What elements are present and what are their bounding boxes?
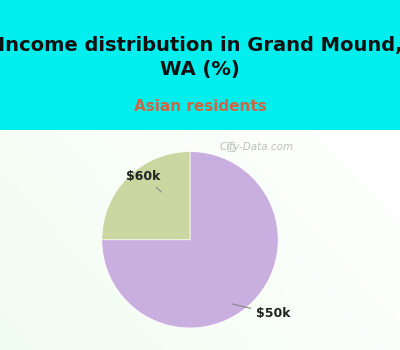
Text: $60k: $60k xyxy=(126,170,162,192)
Text: City-Data.com: City-Data.com xyxy=(219,142,293,152)
Text: Asian residents: Asian residents xyxy=(134,99,266,114)
Text: Income distribution in Grand Mound,
WA (%): Income distribution in Grand Mound, WA (… xyxy=(0,36,400,79)
Text: $50k: $50k xyxy=(232,304,291,320)
Wedge shape xyxy=(102,152,278,328)
Wedge shape xyxy=(102,152,190,240)
Text: ⓘ: ⓘ xyxy=(228,142,234,152)
